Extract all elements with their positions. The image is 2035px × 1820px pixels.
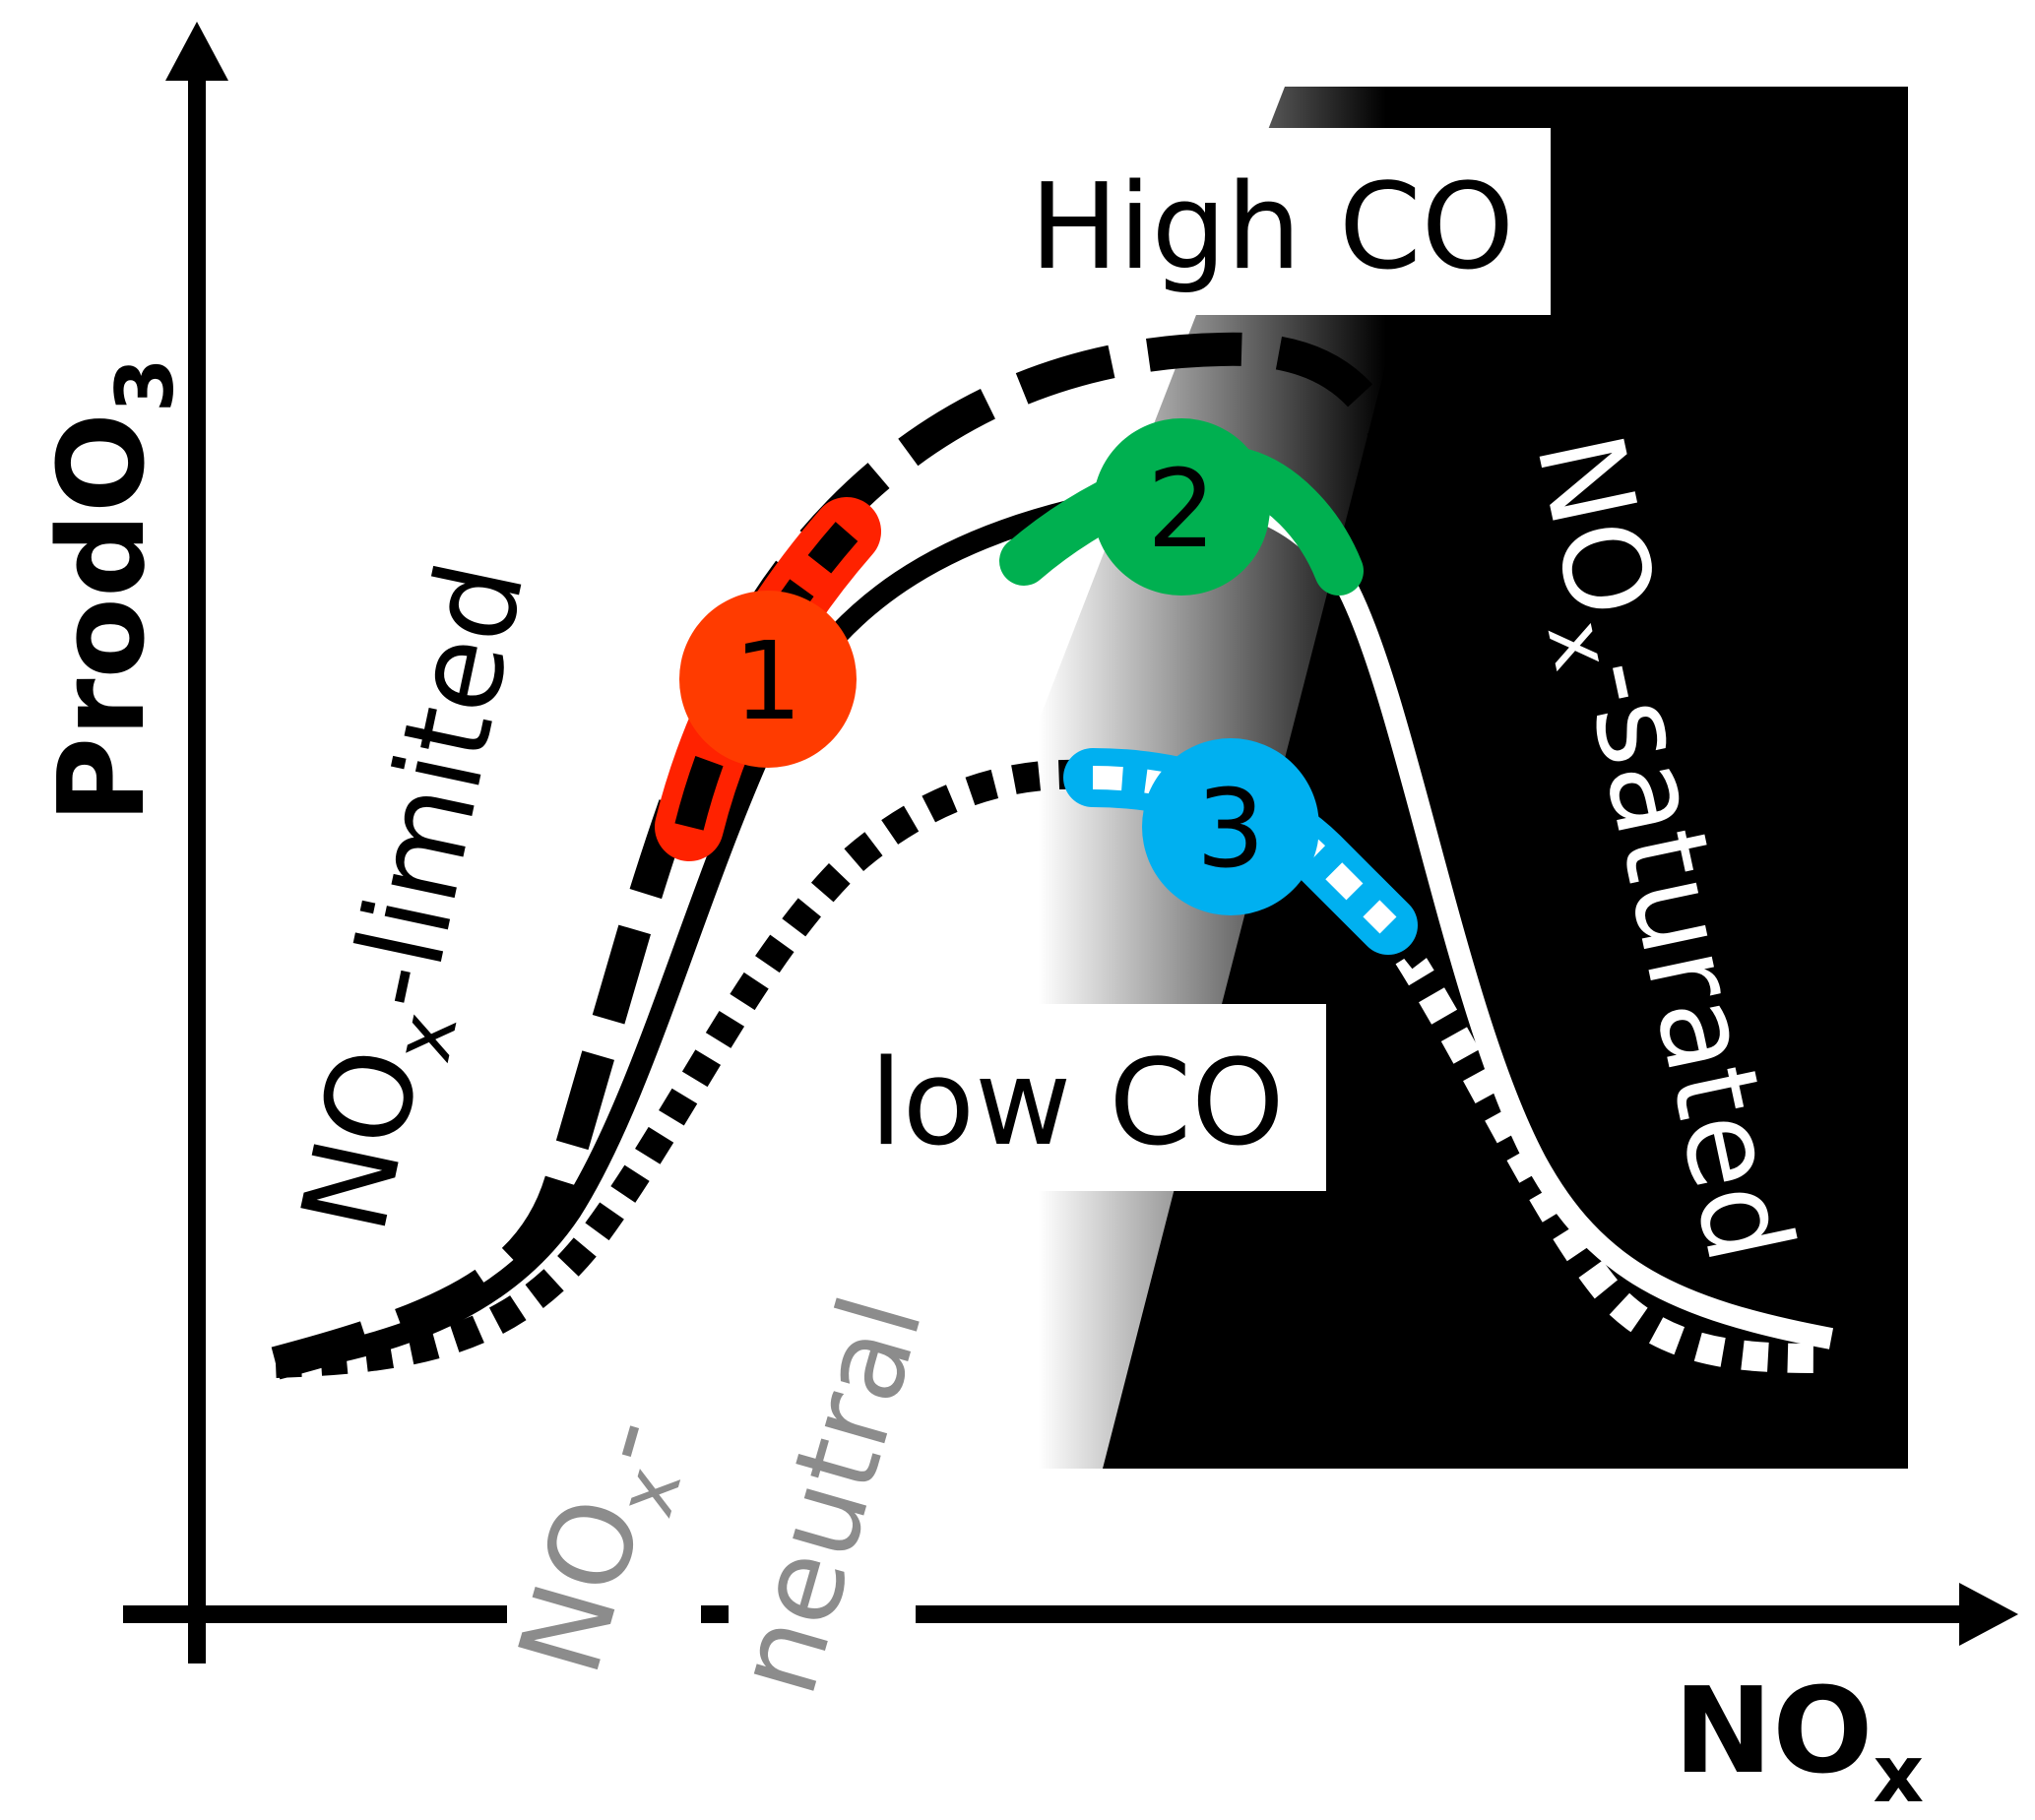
nox-neutral-label-line2: neutral — [710, 1283, 948, 1708]
nox-limited-label: NOx-limited — [277, 551, 569, 1246]
nox-neutral-label-line1: NOx- — [494, 1402, 711, 1693]
x-axis-label: NOx — [1674, 1663, 1924, 1820]
high-co-label: High CO — [1030, 159, 1514, 296]
marker-3-label: 3 — [1196, 766, 1265, 892]
marker-1: 1 — [679, 591, 857, 768]
marker-2: 2 — [1093, 418, 1270, 596]
marker-1-circle — [679, 591, 857, 768]
low-co-label-box — [829, 1004, 1326, 1191]
marker-3: 3 — [1142, 738, 1319, 915]
high-co-curve — [271, 332, 1842, 1380]
axes — [123, 22, 2018, 1663]
marker-2-label: 2 — [1147, 446, 1216, 572]
high-co-label-box — [994, 128, 1551, 315]
x-axis-arrowhead — [1959, 1583, 2018, 1646]
marker-1-label: 1 — [733, 618, 802, 744]
marker-2-circle — [1093, 418, 1270, 596]
low-co-label: low CO — [869, 1036, 1284, 1172]
marker-3-circle — [1142, 738, 1319, 915]
y-axis-arrowhead — [165, 22, 228, 81]
y-axis-label: ProdO3 — [34, 357, 191, 823]
